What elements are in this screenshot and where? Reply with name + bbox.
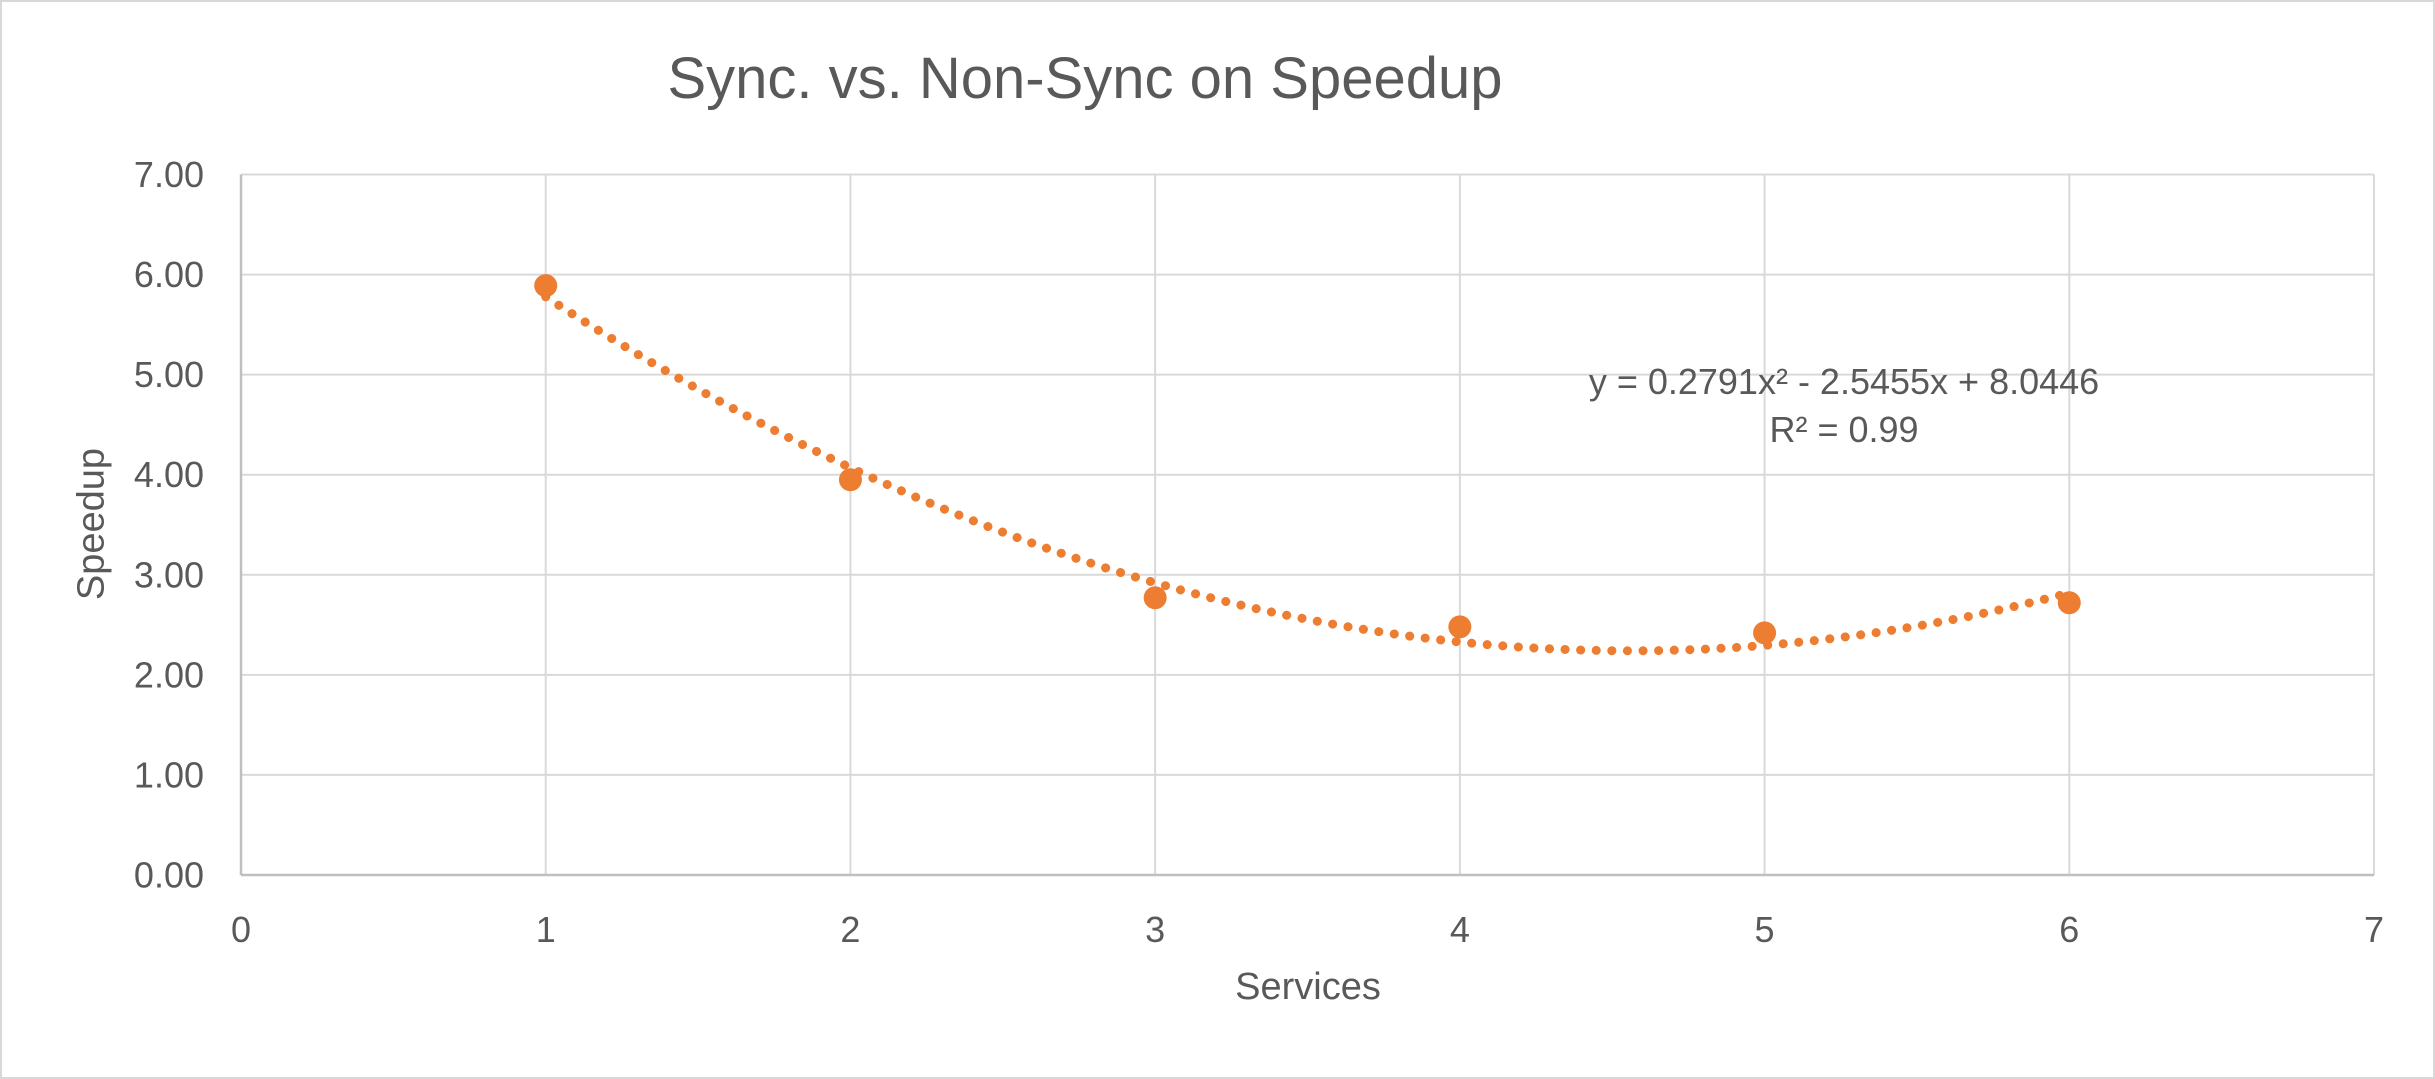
x-tick-label: 5 (1755, 909, 1775, 950)
x-tick-label: 7 (2364, 909, 2384, 950)
x-tick-label: 3 (1145, 909, 1165, 950)
x-tick-label: 6 (2059, 909, 2079, 950)
data-point (1448, 615, 1472, 639)
chart-title: Sync. vs. Non-Sync on Speedup (667, 46, 1503, 111)
y-tick-label: 4.00 (134, 454, 204, 495)
y-tick-label: 7.00 (134, 154, 204, 195)
x-tick-label: 1 (536, 909, 556, 950)
y-tick-label: 1.00 (134, 754, 204, 795)
trendline-dotted (541, 292, 2074, 656)
trendline-r-squared: R² = 0.99 (1769, 409, 1919, 450)
x-axis-title: Services (1235, 966, 1381, 1008)
y-tick-label: 5.00 (134, 354, 204, 395)
trendline-equation: y = 0.2791x² - 2.5455x + 8.0446 (1588, 361, 2100, 402)
x-tick-label: 2 (840, 909, 860, 950)
y-tick-label: 2.00 (134, 654, 204, 695)
x-tick-label: 0 (231, 909, 251, 950)
y-tick-label: 3.00 (134, 554, 204, 595)
trendline-label: y = 0.2791x² - 2.5455x + 8.0446 R² = 0.9… (1589, 358, 2099, 454)
data-point (838, 468, 862, 492)
y-tick-label: 0.00 (134, 855, 204, 896)
y-tick-label: 6.00 (134, 254, 204, 295)
y-axis-title: Speedup (70, 447, 113, 601)
data-point (1143, 586, 1167, 610)
data-point (534, 274, 558, 298)
data-point (1753, 621, 1777, 645)
data-point (2057, 591, 2081, 615)
x-tick-label: 4 (1450, 909, 1470, 950)
